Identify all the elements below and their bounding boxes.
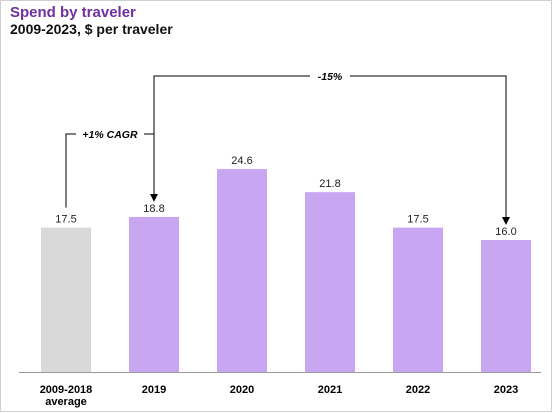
data-label: 16.0 bbox=[495, 226, 516, 238]
bar bbox=[129, 216, 179, 372]
chart-title: Spend by traveler bbox=[10, 4, 136, 21]
x-tick-label: 2023 bbox=[494, 384, 518, 396]
data-label: 17.5 bbox=[407, 214, 428, 226]
bar bbox=[305, 192, 355, 372]
data-label: 24.6 bbox=[231, 155, 252, 167]
bar bbox=[393, 227, 443, 372]
cagr-label-bg bbox=[76, 126, 144, 141]
chart-subtitle: 2009-2023, $ per traveler bbox=[10, 21, 173, 37]
x-tick-label: 2019 bbox=[142, 384, 166, 396]
data-label: 21.8 bbox=[319, 178, 340, 190]
x-tick-label: 2009-2018 bbox=[40, 384, 93, 396]
cagr-arrow bbox=[65, 133, 158, 208]
x-tick-label: average bbox=[45, 396, 87, 408]
x-tick-label: 2022 bbox=[406, 384, 430, 396]
x-tick-label: 2020 bbox=[230, 384, 254, 396]
bar bbox=[217, 169, 267, 372]
data-label: 18.8 bbox=[143, 203, 164, 215]
x-tick-label: 2021 bbox=[318, 384, 342, 396]
cagr-annotation: +1% CAGR bbox=[82, 129, 138, 141]
change-label-bg bbox=[310, 68, 350, 83]
change-annotation: -15% bbox=[318, 71, 343, 83]
data-label: 17.5 bbox=[55, 214, 76, 226]
bar bbox=[481, 240, 531, 372]
bar bbox=[41, 227, 91, 372]
